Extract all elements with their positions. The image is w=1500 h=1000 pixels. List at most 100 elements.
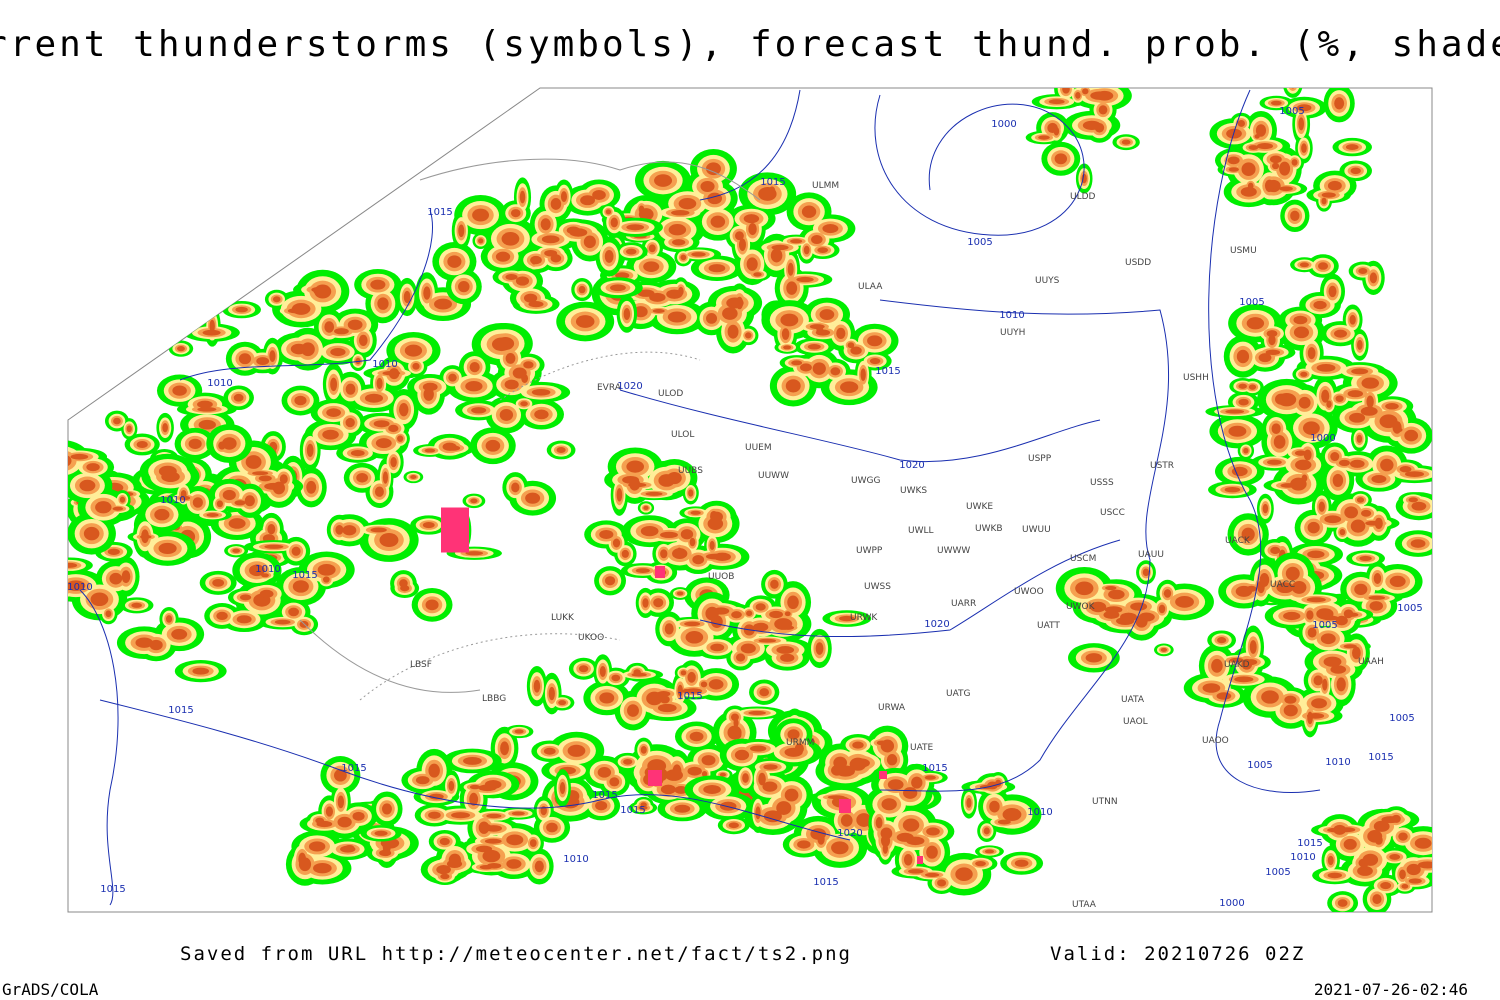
- shade-cell: [79, 479, 96, 492]
- shade-cell: [903, 853, 913, 866]
- shade-cell: [404, 344, 423, 357]
- shade-cell: [1347, 390, 1364, 398]
- shade-cell: [560, 191, 568, 203]
- shade-cell: [787, 595, 799, 610]
- shade-cell: [597, 767, 612, 778]
- shade-cell: [1294, 450, 1307, 456]
- shade-cell: [463, 757, 482, 765]
- shade-cell: [787, 262, 794, 276]
- shade-cell: [228, 518, 246, 529]
- shade-cell: [880, 834, 891, 847]
- station-label: LUKK: [551, 613, 575, 623]
- isobar-label: 1015: [813, 877, 838, 888]
- shade-cell: [1094, 123, 1105, 133]
- shade-cell: [1345, 144, 1359, 151]
- shade-cell: [638, 208, 654, 221]
- shade-cell: [440, 873, 450, 880]
- shade-cell: [244, 495, 255, 507]
- shade-cell: [830, 367, 841, 376]
- shade-cell: [774, 618, 793, 630]
- shade-cell: [546, 822, 558, 833]
- shade-cell: [1330, 452, 1340, 462]
- shade-cell: [660, 531, 678, 539]
- shade-cell: [924, 872, 940, 878]
- shade-cell: [567, 744, 586, 757]
- software: GrADS/COLA: [2, 980, 99, 999]
- shade-cell: [1321, 192, 1336, 198]
- shade-cell: [511, 482, 520, 493]
- shade-cell: [604, 250, 614, 263]
- shade-cell: [1306, 597, 1326, 603]
- isobar-label: 1010: [1290, 852, 1315, 863]
- shade-cell: [831, 841, 849, 855]
- shade-cell: [1336, 677, 1346, 692]
- isobar-label: 1010: [999, 310, 1024, 321]
- shade-cell: [495, 251, 511, 262]
- shade-cell: [1367, 830, 1383, 843]
- station-label: UWKS: [900, 486, 927, 496]
- shade-cell: [911, 776, 923, 789]
- shade-cell: [1307, 521, 1320, 534]
- shade-cell: [887, 779, 904, 790]
- shade-cell: [311, 286, 329, 293]
- shade-cell: [1295, 459, 1312, 471]
- shade-cell: [790, 239, 803, 244]
- shade-cell: [1401, 884, 1409, 889]
- shade-cell: [691, 252, 706, 257]
- shade-cell: [1328, 285, 1337, 298]
- shade-cell: [780, 653, 795, 662]
- shade-cell: [1130, 602, 1148, 611]
- shade-cell: [609, 777, 620, 787]
- shade-cell: [428, 763, 440, 778]
- shade-cell: [867, 335, 883, 347]
- shade-cell: [1337, 899, 1348, 907]
- shade-cell: [807, 344, 821, 350]
- shade-cell: [506, 859, 522, 869]
- isobar-label: 1005: [1265, 867, 1290, 878]
- shade-cell: [256, 357, 270, 365]
- shade-cell: [569, 228, 588, 237]
- shade-cell: [448, 780, 455, 791]
- shade-cell: [216, 500, 224, 508]
- station-label: LBBG: [482, 694, 506, 704]
- shade-cell: [680, 254, 687, 261]
- shade-cell: [1217, 637, 1227, 644]
- isobar-label: 1020: [617, 381, 642, 392]
- shade-cell: [465, 381, 483, 392]
- shade-cell: [337, 795, 345, 809]
- shade-cell: [822, 223, 839, 234]
- shade-cell: [478, 821, 490, 834]
- shade-cell: [722, 307, 738, 320]
- shade-cell: [131, 602, 143, 608]
- shade-cell: [643, 261, 660, 272]
- shade-cell: [676, 547, 683, 558]
- shade-cell: [326, 408, 341, 417]
- shade-cell: [1406, 863, 1421, 876]
- station-label: URWA: [878, 703, 906, 713]
- shade-cell: [531, 388, 551, 396]
- shade-cell: [1255, 124, 1267, 137]
- shade-cell: [272, 296, 281, 303]
- shade-cell: [1062, 88, 1070, 94]
- shade-cell: [334, 328, 349, 335]
- shade-cell: [520, 401, 528, 407]
- shade-cell: [742, 773, 749, 783]
- shade-cell: [1404, 429, 1419, 442]
- isobar-label: 1020: [899, 460, 924, 471]
- shade-cell: [245, 455, 262, 469]
- shade-cell: [1014, 859, 1029, 867]
- shade-cell: [1089, 601, 1107, 613]
- shade-cell: [703, 784, 721, 794]
- shade-cell: [708, 264, 726, 273]
- shade-cell: [1405, 471, 1425, 477]
- shade-cell: [141, 529, 149, 544]
- shade-cell: [1300, 371, 1308, 377]
- shade-cell: [1098, 105, 1108, 115]
- shade-cell: [758, 638, 777, 643]
- shade-cell: [482, 849, 501, 863]
- shade-cell: [758, 772, 766, 786]
- station-label: URWK: [850, 613, 878, 623]
- shade-cell: [575, 315, 595, 328]
- shade-cell: [1372, 894, 1382, 905]
- shade-cell: [786, 281, 798, 295]
